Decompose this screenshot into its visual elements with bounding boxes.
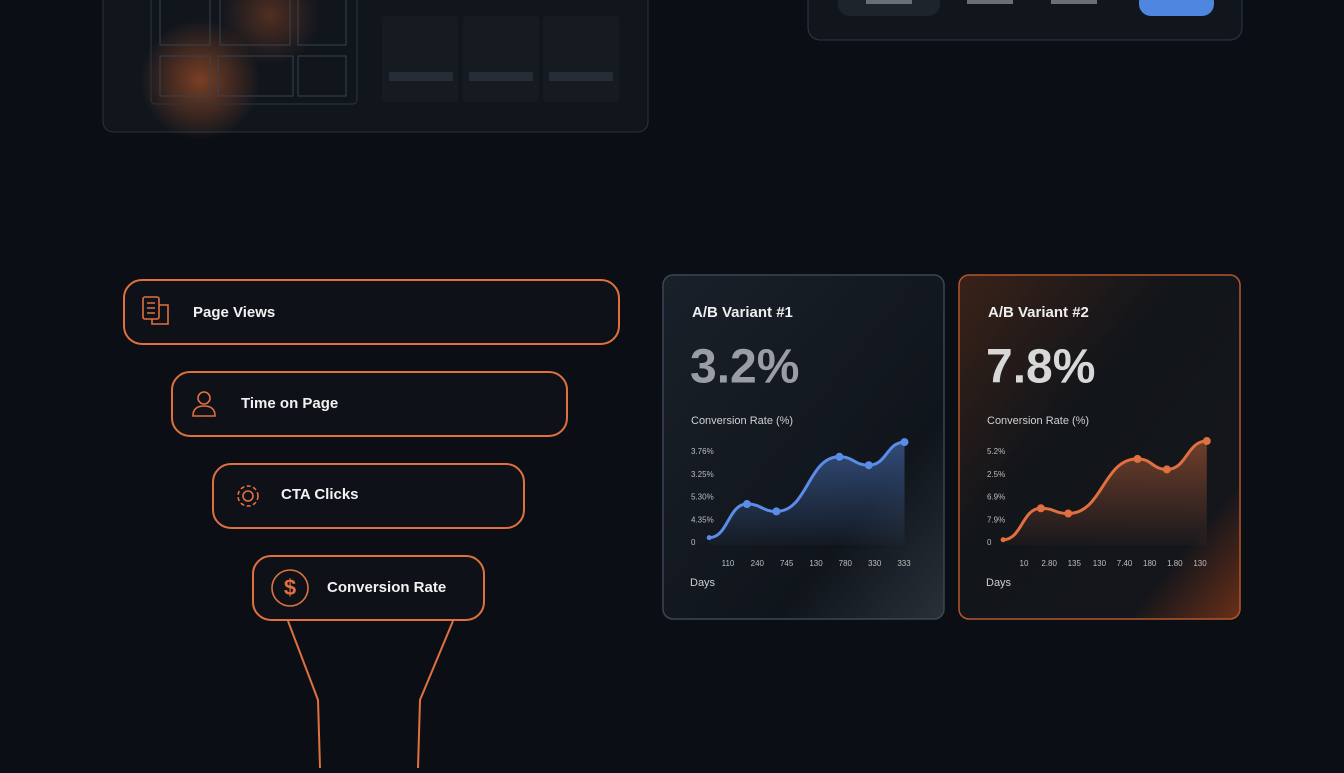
funnel-label: Time on Page — [241, 395, 338, 412]
mockup-right — [807, 0, 1243, 41]
point — [1064, 509, 1073, 518]
x-tick-label: 130 — [1193, 559, 1207, 568]
funnel-step — [252, 555, 485, 621]
x-tick-label: 240 — [751, 559, 765, 568]
point — [864, 461, 873, 470]
y-tick-label: 0 — [987, 538, 992, 547]
x-tick-label: 745 — [780, 559, 794, 568]
y-tick-label: 7.9% — [987, 515, 1005, 524]
x-axis-label: Days — [690, 577, 716, 589]
point — [1133, 454, 1142, 463]
x-tick-label: 330 — [868, 559, 882, 568]
funnel-step — [212, 463, 525, 529]
point — [706, 535, 712, 541]
point — [835, 452, 844, 461]
funnel: $ Page Views Time on Page CTA Clicks Con… — [123, 279, 620, 769]
y-tick-label: 5.30% — [691, 493, 714, 502]
funnel-label: Conversion Rate — [327, 579, 446, 596]
x-tick-label: 10 — [1020, 559, 1029, 568]
x-tick-label: 110 — [722, 559, 735, 568]
y-tick-label: 2.5% — [987, 470, 1005, 479]
y-axis-label: Conversion Rate (%) — [987, 415, 1089, 427]
funnel-step — [171, 371, 568, 437]
point — [1000, 537, 1006, 543]
svg-text:$: $ — [284, 575, 296, 600]
x-tick-label: 180 — [1143, 559, 1157, 568]
headline-value: 7.8% — [986, 341, 1095, 394]
x-tick-label: 135 — [1068, 559, 1082, 568]
x-axis-label: Days — [986, 577, 1012, 589]
point — [743, 500, 751, 509]
y-tick-label: 5.2% — [987, 447, 1005, 456]
y-tick-label: 6.9% — [987, 493, 1005, 502]
x-tick-label: 130 — [1093, 559, 1107, 568]
mockup-left — [102, 0, 649, 140]
x-tick-label: 2.80 — [1041, 559, 1057, 568]
x-tick-label: 7.40 — [1117, 559, 1133, 568]
point — [900, 438, 909, 447]
point — [1202, 437, 1211, 446]
point — [1036, 504, 1045, 513]
icon-user — [192, 391, 216, 417]
funnel-stem — [287, 620, 454, 769]
icon-document — [142, 296, 169, 325]
point — [1162, 465, 1171, 474]
y-tick-label: 3.25% — [691, 470, 714, 479]
y-tick-label: 0 — [691, 538, 696, 547]
card-title: A/B Variant #2 — [988, 304, 1089, 321]
funnel-label: CTA Clicks — [281, 486, 359, 503]
y-axis-label: Conversion Rate (%) — [691, 415, 793, 427]
x-tick-label: 333 — [897, 559, 911, 568]
card-title: A/B Variant #1 — [692, 304, 793, 321]
area — [709, 442, 905, 545]
x-tick-label: 130 — [809, 559, 823, 568]
y-tick-label: 4.35% — [691, 515, 714, 524]
funnel-step — [123, 279, 620, 345]
y-tick-label: 3.76% — [691, 447, 714, 456]
cards: A/B Variant #1 3.2% Conversion Rate (%) 3.7… — [662, 274, 1241, 620]
icon-dollar: $ — [271, 569, 309, 607]
x-tick-label: 1.80 — [1167, 559, 1183, 568]
headline-value: 3.2% — [690, 341, 799, 394]
icon-gear — [237, 485, 259, 507]
point — [772, 507, 781, 516]
funnel-label: Page Views — [193, 304, 275, 321]
x-tick-label: 780 — [839, 559, 853, 568]
